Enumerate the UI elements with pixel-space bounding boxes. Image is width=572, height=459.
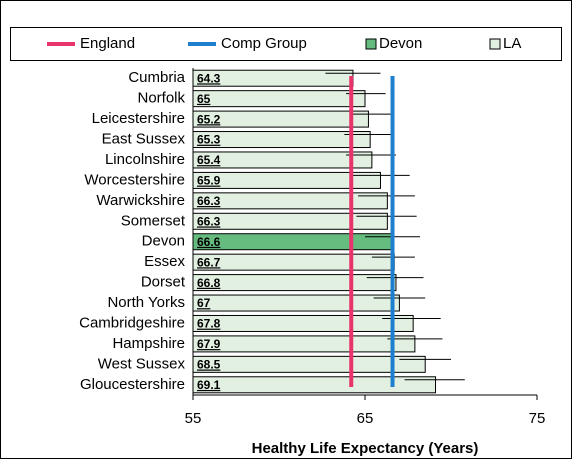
legend-label: Comp Group <box>221 35 307 52</box>
value-label: 68.5 <box>197 358 221 372</box>
value-label: 65 <box>197 92 211 106</box>
category-label: Lincolnshire <box>105 151 185 168</box>
category-label: Warwickshire <box>96 192 185 209</box>
x-tick-label: 55 <box>185 410 202 427</box>
legend-box <box>10 27 562 61</box>
category-label: Devon <box>142 233 185 250</box>
category-label: West Sussex <box>98 355 186 372</box>
x-axis-title: Healthy Life Expectancy (Years) <box>252 440 479 457</box>
bar <box>192 335 416 353</box>
value-label: 65.2 <box>197 112 221 126</box>
value-label: 65.9 <box>197 174 221 188</box>
bar <box>192 212 388 230</box>
bar <box>192 192 388 210</box>
value-label: 67.9 <box>197 337 221 351</box>
category-label: Somerset <box>121 212 186 229</box>
value-label: 69.1 <box>197 378 221 392</box>
legend-swatch <box>365 38 377 50</box>
legend-swatch <box>489 38 501 50</box>
value-label: 66.3 <box>197 194 221 208</box>
bar <box>192 274 397 292</box>
value-label: 64.3 <box>197 71 221 85</box>
bar <box>192 376 437 394</box>
value-label: 66.3 <box>197 214 221 228</box>
legend-label: England <box>80 35 135 52</box>
category-label: Leicestershire <box>92 110 185 127</box>
legend-label: Devon <box>379 35 422 52</box>
category-label: East Sussex <box>102 131 186 148</box>
category-label: Cumbria <box>128 69 185 86</box>
x-tick-label: 75 <box>529 410 546 427</box>
bar <box>192 355 426 373</box>
value-label: 67 <box>197 296 211 310</box>
x-tick-label: 65 <box>357 410 374 427</box>
value-label: 66.8 <box>197 276 221 290</box>
category-label: Hampshire <box>112 335 185 352</box>
bar <box>192 90 366 108</box>
value-label: 65.3 <box>197 133 221 147</box>
category-label: Essex <box>144 253 185 270</box>
category-label: Worcestershire <box>84 171 185 188</box>
bar <box>192 314 414 332</box>
category-label: Norfolk <box>137 90 185 107</box>
bar <box>192 253 395 271</box>
category-label: Cambridgeshire <box>79 314 185 331</box>
value-label: 65.4 <box>197 153 221 167</box>
value-label: 66.7 <box>197 255 221 269</box>
category-label: Dorset <box>141 274 186 291</box>
bar <box>192 294 400 312</box>
value-label: 66.6 <box>197 235 221 249</box>
value-label: 67.8 <box>197 317 221 331</box>
legend-label: LA <box>503 35 521 52</box>
category-label: North Yorks <box>107 294 185 311</box>
category-label: Gloucestershire <box>80 376 185 393</box>
bar <box>192 233 394 251</box>
